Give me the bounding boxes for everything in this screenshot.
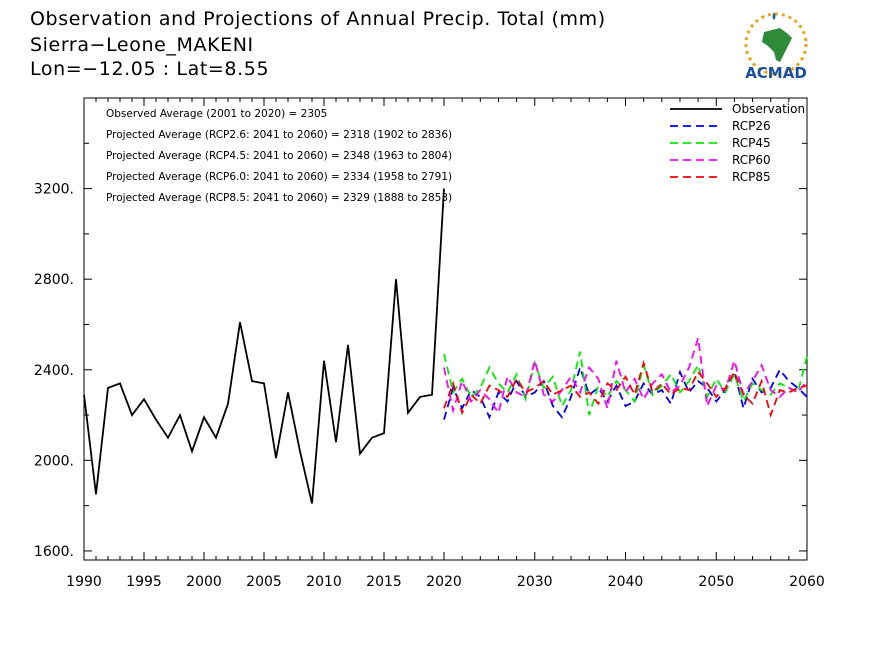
x-tick-label: 2000: [186, 574, 222, 590]
series-line-rcp45: [443, 351, 808, 416]
chart-annotations: Observed Average (2001 to 2020) = 2305 Pr…: [106, 108, 452, 204]
y-tick-label: 2400.: [34, 363, 74, 379]
legend-label: Observation: [732, 102, 805, 116]
legend-label: RCP45: [732, 136, 771, 150]
y-tick-label: 2800.: [34, 272, 74, 288]
y-tick-label: 1600.: [34, 544, 74, 560]
legend-label: RCP60: [732, 153, 771, 167]
x-tick-label: 1990: [66, 574, 102, 590]
chart-axes: 1600. 2000. 2400. 2800. 3200. 1990 1995 2000 200…: [34, 97, 825, 590]
station-coordinates: Lon=−12.05 : Lat=8.55: [30, 58, 270, 80]
africa-map-logo-icon: [744, 12, 808, 76]
chart-series: [83, 188, 808, 504]
x-tick-label: 2020: [426, 574, 462, 590]
x-tick-label: 2010: [306, 574, 342, 590]
logo-text: ACMAD: [745, 64, 807, 82]
y-tick-label: 3200.: [34, 182, 74, 198]
x-tick-label: 2050: [698, 574, 734, 590]
x-tick-label: 1995: [126, 574, 162, 590]
chart-title: Observation and Projections of Annual Pr…: [30, 8, 606, 30]
acmad-logo: ACMAD: [736, 8, 816, 84]
x-tick-label: 2015: [366, 574, 402, 590]
series-line-rcp26: [443, 364, 808, 420]
y-tick-label: 2000.: [34, 453, 74, 469]
series-line-observation: [83, 188, 445, 504]
plot-frame: [83, 97, 808, 561]
x-tick-label: 2005: [246, 574, 282, 590]
x-tick-label: 2060: [789, 574, 825, 590]
chart-legend: Observation RCP26 RCP45 RCP60 RCP85: [670, 102, 805, 184]
annotation-text: Projected Average (RCP4.5: 2041 to 2060)…: [106, 150, 452, 162]
annotation-text: Projected Average (RCP8.5: 2041 to 2060)…: [106, 192, 452, 204]
legend-label: RCP85: [732, 170, 771, 184]
annotation-text: Projected Average (RCP6.0: 2041 to 2060)…: [106, 171, 452, 183]
station-name: Sierra−Leone_MAKENI: [30, 34, 254, 56]
x-tick-label: 2040: [608, 574, 644, 590]
x-tick-label: 2030: [517, 574, 553, 590]
annotation-text: Projected Average (RCP2.6: 2041 to 2060)…: [106, 129, 452, 141]
series-line-rcp85: [443, 359, 808, 419]
legend-label: RCP26: [732, 119, 771, 133]
annotation-text: Observed Average (2001 to 2020) = 2305: [106, 108, 327, 120]
